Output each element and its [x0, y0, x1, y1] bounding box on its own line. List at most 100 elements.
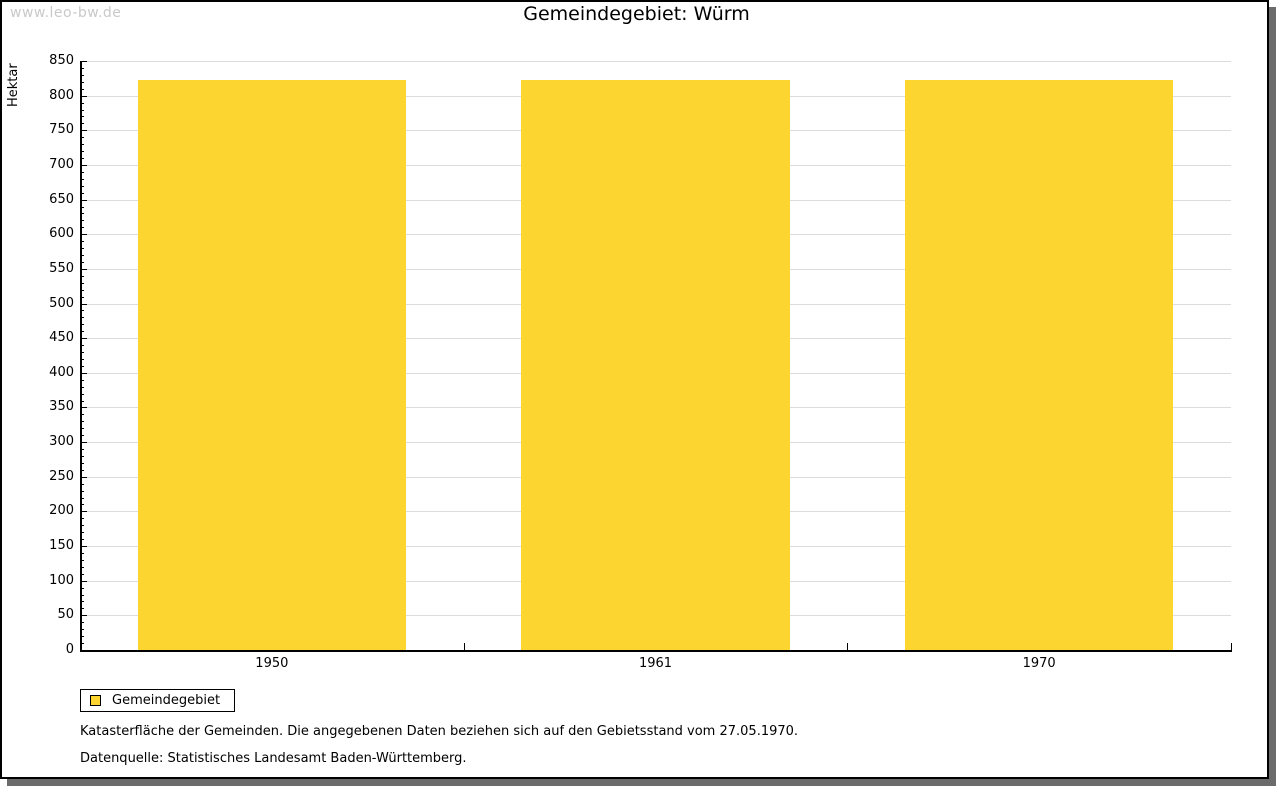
y-tick	[80, 304, 87, 305]
y-tick	[80, 595, 84, 596]
y-tick	[80, 331, 84, 332]
y-tick	[80, 650, 87, 651]
legend-label: Gemeindegebiet	[112, 693, 221, 708]
y-tick	[80, 352, 84, 353]
y-tick-label: 300	[49, 434, 74, 449]
x-axis-line	[80, 650, 1232, 652]
y-tick	[80, 407, 87, 408]
y-tick	[80, 442, 87, 443]
y-tick	[80, 553, 84, 554]
y-tick	[80, 456, 84, 457]
y-tick-label: 0	[65, 642, 74, 657]
y-tick	[80, 290, 84, 291]
y-tick	[80, 643, 84, 644]
x-boundary-tick	[464, 643, 465, 650]
y-tick	[80, 248, 84, 249]
y-tick	[80, 61, 87, 62]
y-tick	[80, 560, 84, 561]
y-tick	[80, 234, 87, 235]
y-tick-label: 650	[49, 192, 74, 207]
y-tick	[80, 366, 84, 367]
y-tick	[80, 380, 84, 381]
y-tick	[80, 414, 84, 415]
y-tick	[80, 262, 84, 263]
y-tick	[80, 123, 84, 124]
x-boundary-tick	[847, 643, 848, 650]
x-tick-label: 1961	[638, 656, 673, 671]
legend-swatch	[90, 695, 101, 706]
y-tick	[80, 297, 84, 298]
y-tick	[80, 103, 84, 104]
y-tick	[80, 491, 84, 492]
y-tick-label: 200	[49, 503, 74, 518]
y-tick	[80, 213, 84, 214]
y-tick	[80, 116, 84, 117]
footnote-text: Katasterfläche der Gemeinden. Die angege…	[80, 724, 799, 739]
y-axis-line	[80, 61, 82, 652]
y-tick	[80, 449, 84, 450]
y-tick	[80, 172, 84, 173]
y-tick	[80, 193, 84, 194]
y-tick	[80, 435, 84, 436]
y-tick	[80, 200, 87, 201]
y-tick	[80, 511, 87, 512]
y-tick	[80, 581, 87, 582]
y-tick	[80, 546, 87, 547]
y-tick-label: 600	[49, 226, 74, 241]
y-tick	[80, 504, 84, 505]
x-boundary-tick	[1231, 643, 1232, 650]
y-tick	[80, 110, 84, 111]
y-tick	[80, 241, 84, 242]
y-tick	[80, 629, 84, 630]
y-tick	[80, 227, 84, 228]
y-tick	[80, 317, 84, 318]
y-tick-label: 850	[49, 53, 74, 68]
y-tick-label: 700	[49, 157, 74, 172]
y-tick	[80, 394, 84, 395]
y-tick	[80, 89, 84, 90]
y-tick	[80, 68, 84, 69]
y-tick	[80, 373, 87, 374]
y-tick-label: 450	[49, 330, 74, 345]
y-tick-label: 250	[49, 469, 74, 484]
y-tick	[80, 470, 84, 471]
y-tick	[80, 130, 87, 131]
y-tick	[80, 283, 84, 284]
y-tick	[80, 622, 84, 623]
watermark: www.leo-bw.de	[10, 5, 122, 21]
y-tick-label: 350	[49, 399, 74, 414]
y-tick	[80, 567, 84, 568]
x-tick-label: 1970	[1022, 656, 1056, 671]
y-tick	[80, 601, 84, 602]
y-tick	[80, 463, 84, 464]
chart-title: Gemeindegebiet: Würm	[523, 3, 750, 25]
y-tick	[80, 75, 84, 76]
y-tick	[80, 421, 84, 422]
y-tick	[80, 144, 84, 145]
y-tick	[80, 82, 84, 83]
y-tick-label: 800	[49, 88, 74, 103]
y-tick	[80, 186, 84, 187]
y-tick-label: 50	[57, 607, 74, 622]
y-tick	[80, 574, 84, 575]
y-tick	[80, 137, 84, 138]
y-tick	[80, 255, 84, 256]
y-tick	[80, 96, 87, 97]
y-tick	[80, 608, 84, 609]
y-tick	[80, 324, 84, 325]
y-tick	[80, 615, 87, 616]
datasource-text: Datenquelle: Statistisches Landesamt Bad…	[80, 751, 467, 766]
y-tick	[80, 588, 84, 589]
y-tick-label: 400	[49, 365, 74, 380]
gridline	[80, 61, 1231, 62]
legend: Gemeindegebiet	[80, 689, 236, 712]
y-tick	[80, 165, 87, 166]
y-tick	[80, 477, 87, 478]
x-tick-label: 1950	[255, 656, 289, 671]
y-tick-label: 500	[49, 296, 74, 311]
y-tick	[80, 345, 84, 346]
y-tick	[80, 359, 84, 360]
bar-1950	[137, 80, 407, 650]
